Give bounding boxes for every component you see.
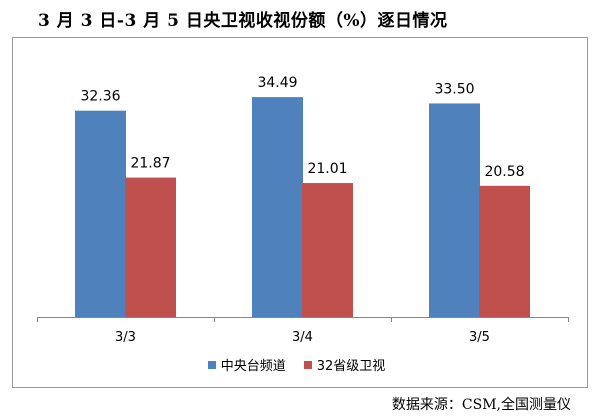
legend: 中央台频道 32省级卫视 [0, 355, 593, 374]
data-labels-group: 32.36 34.49 33.50 21.87 21.01 20.58 [80, 75, 524, 180]
legend-label-cctv: 中央台频道 [220, 359, 286, 374]
legend-label-provincial: 32省级卫视 [316, 359, 386, 374]
bar-cctv-3-5 [429, 103, 480, 317]
data-label: 32.36 [80, 89, 120, 105]
chart-frame [12, 37, 588, 388]
bar-provincial-3-5 [479, 185, 530, 317]
chart-title: 3 月 3 日-3 月 5 日央卫视收视份额（%）逐日情况 [38, 11, 448, 31]
legend-item-cctv: 中央台频道 [207, 355, 286, 374]
data-label: 33.50 [434, 81, 474, 97]
bar-cctv-3-3 [75, 110, 126, 317]
legend-swatch-provincial [303, 360, 312, 369]
x-tick-label: 3/3 [115, 330, 136, 345]
data-label: 21.01 [307, 161, 347, 177]
legend-item-provincial: 32省级卫视 [303, 355, 386, 374]
bar-provincial-3-4 [302, 183, 353, 317]
data-label: 21.87 [130, 156, 170, 172]
x-axis: 3/3 3/4 3/5 [37, 317, 569, 345]
bar-cctv-3-4 [252, 97, 303, 317]
data-source: 数据来源：CSM,全国测量仪 [391, 397, 571, 413]
data-label: 34.49 [257, 75, 297, 91]
data-label: 20.58 [484, 164, 524, 180]
x-tick-label: 3/5 [469, 330, 490, 345]
bars-group [75, 97, 530, 317]
legend-swatch-cctv [207, 360, 216, 369]
x-tick-label: 3/4 [292, 330, 313, 345]
bar-provincial-3-3 [125, 177, 176, 317]
